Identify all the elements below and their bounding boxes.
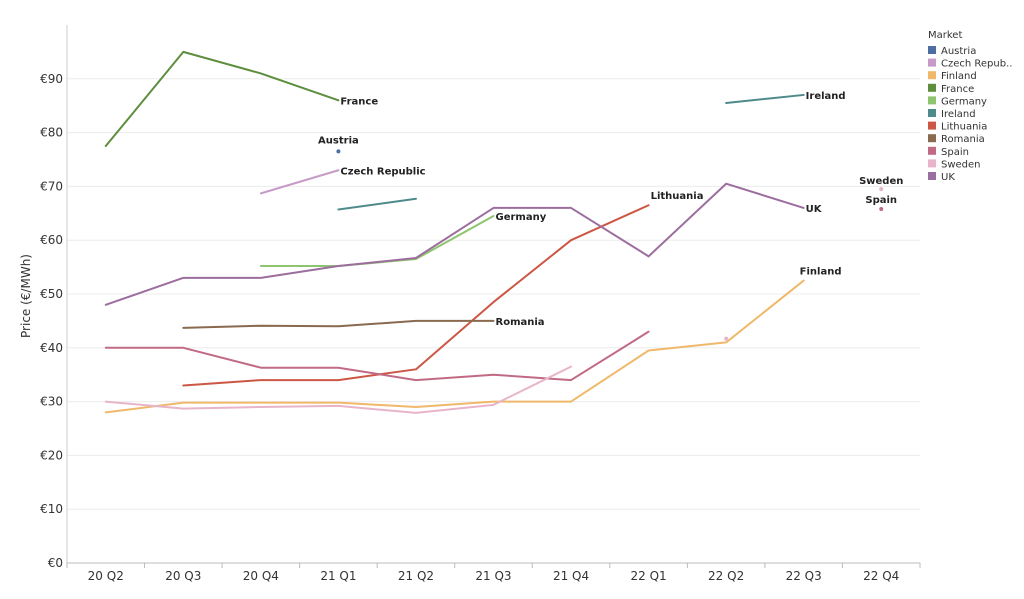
y-tick-label: €30 xyxy=(40,395,63,409)
x-tick-label: 22 Q4 xyxy=(863,569,899,583)
legend-swatch xyxy=(928,146,936,155)
series-spain xyxy=(104,206,884,382)
y-tick-label: €80 xyxy=(40,126,63,140)
series-label: Germany xyxy=(496,212,547,223)
x-tick-label: 21 Q3 xyxy=(475,569,511,583)
x-tick-label: 21 Q2 xyxy=(398,569,434,583)
series-finland xyxy=(104,279,805,414)
series-france xyxy=(104,50,340,148)
series-lines xyxy=(104,50,884,414)
series-line xyxy=(259,169,340,195)
legend-swatch xyxy=(928,109,936,117)
series-label: UK xyxy=(806,204,823,215)
series-line xyxy=(725,93,805,105)
series-austria xyxy=(336,149,341,154)
legend-item-label: Lithuania xyxy=(941,122,987,133)
legend-swatch xyxy=(928,172,936,180)
series-label: Czech Republic xyxy=(340,166,425,177)
x-tick-label: 20 Q4 xyxy=(243,569,279,583)
y-tick-label: €10 xyxy=(40,502,63,516)
x-tick-label: 20 Q2 xyxy=(88,569,124,583)
series-label: Romania xyxy=(496,317,545,328)
series-label: Spain xyxy=(865,195,897,206)
series-line xyxy=(337,197,417,211)
x-tick-label: 22 Q3 xyxy=(786,569,822,583)
legend-title: Market xyxy=(928,30,962,41)
series-point xyxy=(336,149,341,154)
legend-item-label: Germany xyxy=(941,96,987,107)
series-label: Sweden xyxy=(859,176,903,187)
x-tick-label: 21 Q4 xyxy=(553,569,589,583)
y-tick-label: €40 xyxy=(40,341,63,355)
legend-item-label: Czech Repub.. xyxy=(941,59,1012,70)
series-line xyxy=(182,204,650,387)
legend-swatch xyxy=(928,83,936,92)
series-germany xyxy=(259,214,495,268)
legend-item-label: Ireland xyxy=(941,109,976,120)
legend-swatch xyxy=(928,159,936,168)
series-line xyxy=(104,182,805,306)
series-line xyxy=(182,319,495,329)
series-uk xyxy=(104,182,805,306)
series-label: France xyxy=(340,96,378,107)
series-line xyxy=(104,50,340,148)
legend-item-label: Spain xyxy=(941,147,969,158)
series-lithuania xyxy=(182,204,650,387)
y-tick-label: €70 xyxy=(40,179,63,193)
legend-item-label: France xyxy=(941,84,974,95)
series-point xyxy=(724,336,729,341)
y-tick-label: €0 xyxy=(48,556,63,570)
series-label: Finland xyxy=(800,267,842,278)
x-tick-label: 22 Q1 xyxy=(631,569,667,583)
legend-item-label: Romania xyxy=(941,134,985,145)
legend-item-label: Sweden xyxy=(941,159,981,170)
x-tick-label: 22 Q2 xyxy=(708,569,744,583)
series-label: Lithuania xyxy=(651,191,704,202)
legend-swatch xyxy=(928,134,936,143)
series-point xyxy=(879,187,884,192)
y-tick-label: €90 xyxy=(40,72,63,86)
series-line xyxy=(104,330,650,382)
legend-swatch xyxy=(928,121,936,130)
legend-swatch xyxy=(928,96,936,105)
series-romania xyxy=(182,319,495,329)
legend: Market Austria Czech Repub..Finland FranceG… xyxy=(928,30,1012,183)
y-axis-title: Price (€/MWh) xyxy=(19,254,33,338)
gridlines xyxy=(67,78,920,564)
axes: €0 €10 €20 €30 €40 €50 €60 €70 €80 €90 20 Q2 20 Q3 2… xyxy=(40,25,921,583)
legend-swatch xyxy=(928,58,936,67)
series-czech-republic xyxy=(259,169,340,195)
x-tick-label: 21 Q1 xyxy=(320,569,356,583)
series-ireland xyxy=(337,93,805,211)
series-line xyxy=(259,214,495,268)
series-line xyxy=(104,279,805,414)
series-label: Ireland xyxy=(806,91,846,102)
series-sweden xyxy=(104,187,884,414)
series-annotations: France Austria Czech Republic Germany Romani… xyxy=(318,91,903,328)
series-line xyxy=(104,365,573,414)
legend-item-label: Austria xyxy=(941,46,976,57)
y-tick-label: €50 xyxy=(40,287,63,301)
legend-swatch xyxy=(928,71,936,80)
y-tick-label: €20 xyxy=(40,448,63,462)
legend-item-label: Finland xyxy=(941,71,977,82)
legend-item-label: UK xyxy=(941,172,955,183)
series-point xyxy=(879,206,884,211)
series-label: Austria xyxy=(318,135,359,146)
legend-swatch xyxy=(928,46,936,54)
y-tick-label: €60 xyxy=(40,233,63,247)
x-tick-label: 20 Q3 xyxy=(165,569,201,583)
